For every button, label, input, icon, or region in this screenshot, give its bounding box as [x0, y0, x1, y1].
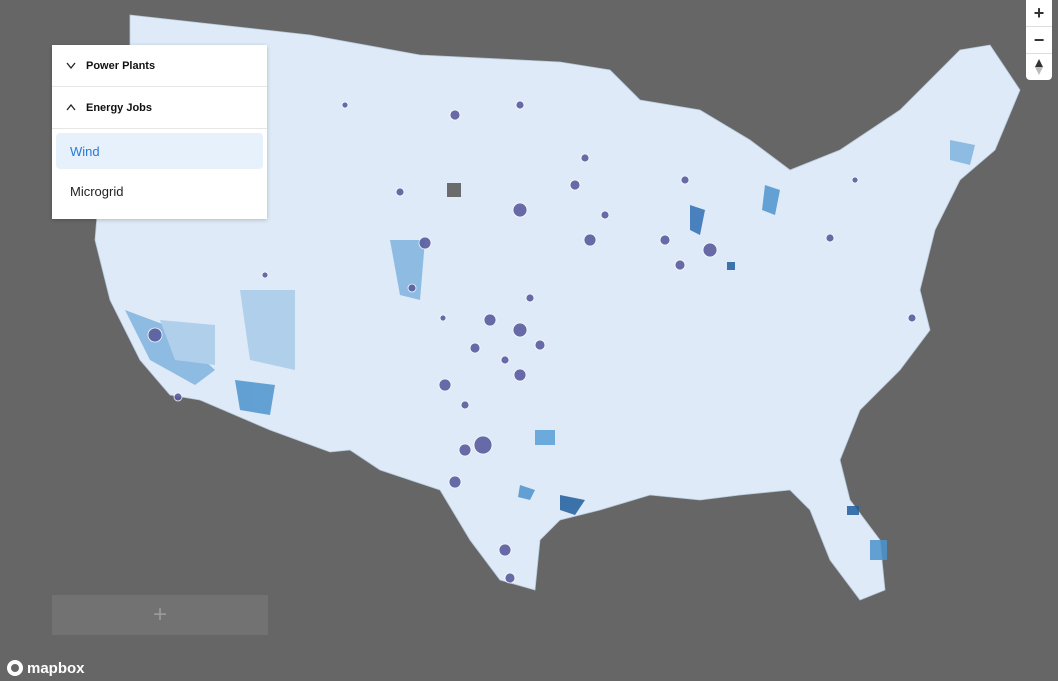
chevron	[66, 104, 76, 111]
attribution[interactable]: mapbox	[6, 659, 85, 677]
zoom-out[interactable]: −	[1026, 27, 1052, 54]
section-title: Power Plants	[86, 59, 156, 72]
attribution-text: mapbox	[27, 659, 85, 677]
section-items: Wind Microgrid	[52, 129, 267, 219]
layer-item[interactable]: Microgrid	[70, 183, 124, 199]
layer-panel: Power Plants Energy Jobs Wind Microgrid	[52, 45, 267, 219]
chevron	[66, 62, 76, 69]
us-land	[94, 14, 1021, 601]
section-header[interactable]: Energy Jobs	[52, 87, 267, 129]
section-title: Energy Jobs	[86, 101, 153, 114]
section-header[interactable]: Power Plants	[52, 45, 267, 87]
map-controls: + −	[1026, 0, 1052, 80]
mapbox-logo	[7, 660, 23, 676]
compass-icon	[1035, 59, 1043, 75]
compass[interactable]	[1026, 54, 1052, 80]
add-button[interactable]: +	[52, 595, 268, 635]
county-shading	[125, 140, 975, 560]
zoom-in[interactable]: +	[1026, 0, 1052, 27]
plant-markers	[147, 100, 917, 584]
layer-item[interactable]: Wind	[56, 133, 263, 169]
